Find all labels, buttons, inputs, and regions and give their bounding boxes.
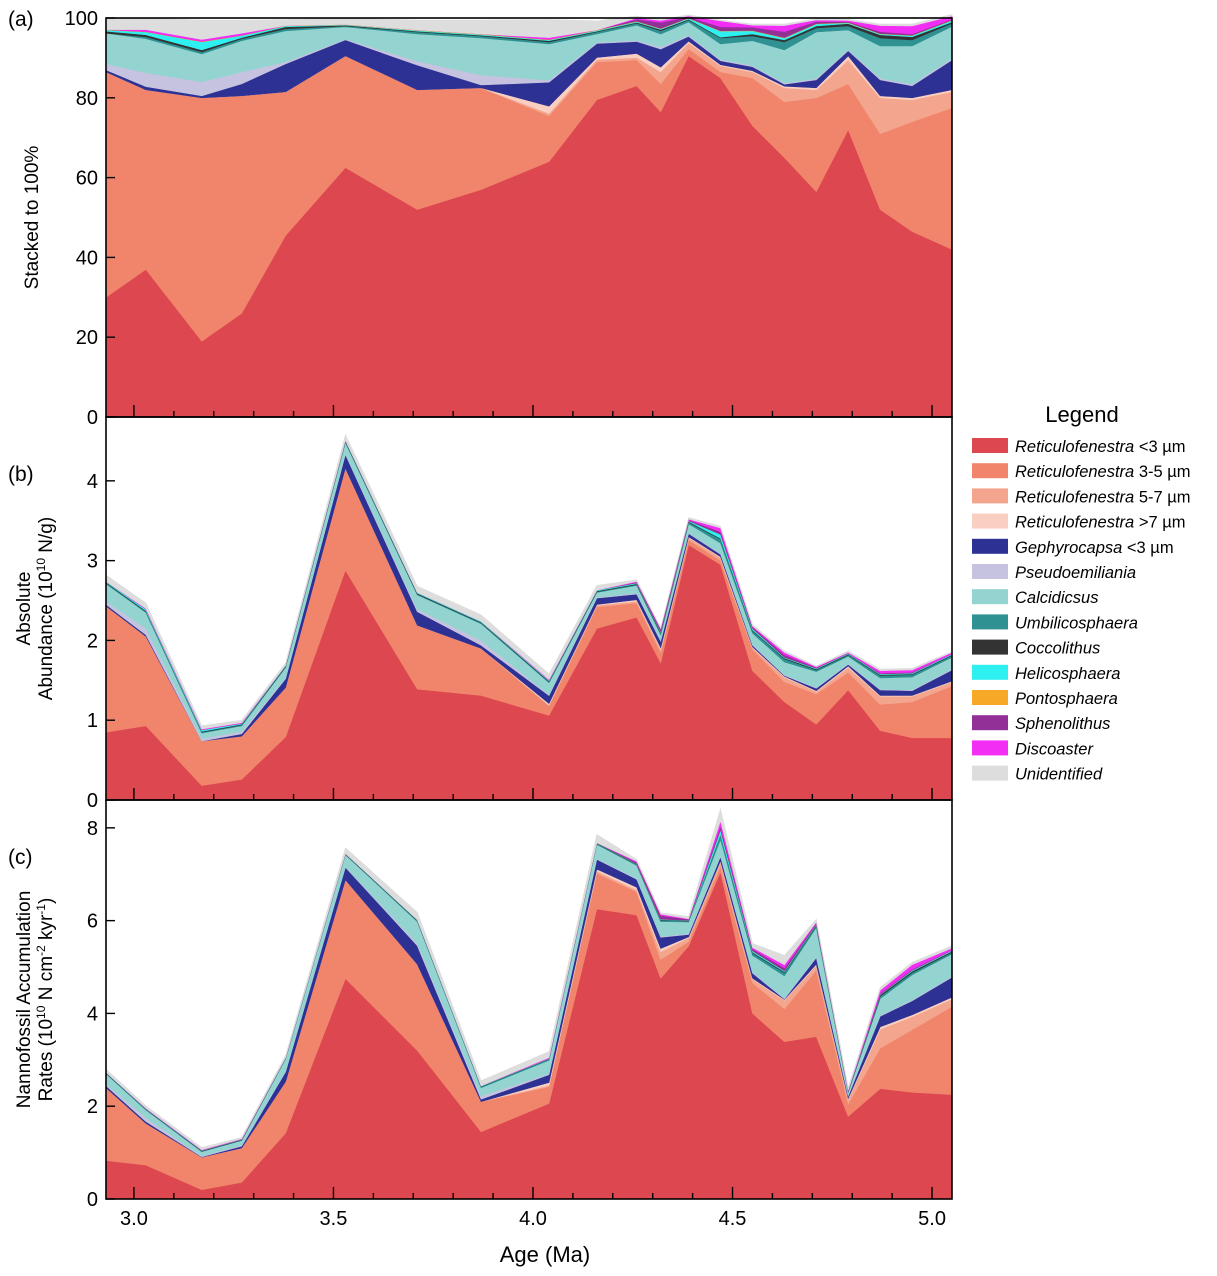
legend: Legend Reticulofenestra <3 µmReticulofen…: [972, 402, 1191, 784]
legend-label: Coccolithus: [1015, 640, 1100, 658]
legend-swatch: [972, 690, 1008, 705]
legend-swatch: [972, 589, 1008, 605]
y-tick-label: 2: [87, 1096, 98, 1118]
legend-swatch: [972, 463, 1008, 479]
y-tick-label: 4: [87, 471, 98, 493]
y-tick-label: 0: [87, 1189, 98, 1211]
panel-label: (a): [8, 8, 34, 31]
legend-label: Unidentified: [1015, 766, 1103, 784]
y-tick-label: 6: [87, 911, 98, 933]
y-tick-label: 2: [87, 630, 98, 652]
legend-label: Calcidicsus: [1015, 589, 1098, 607]
legend-swatch: [972, 438, 1008, 453]
legend-label: Gephyrocapsa <3 µm: [1015, 539, 1174, 557]
legend-label: Reticulofenestra 5-7 µm: [1015, 488, 1191, 506]
x-tick-label: 3.0: [120, 1208, 148, 1230]
y-tick-label: 80: [76, 88, 98, 110]
legend-label: Reticulofenestra >7 µm: [1015, 514, 1185, 532]
legend-swatch: [972, 664, 1008, 680]
panel-a: 0 20 40 60 80 100 (a) Stacked to 100%: [8, 8, 953, 429]
legend-label: Pontosphaera: [1015, 690, 1118, 708]
legend-label: Helicosphaera: [1015, 665, 1120, 683]
legend-swatch: [972, 715, 1008, 731]
x-tick-label: 4.0: [519, 1208, 547, 1230]
area-stack: [105, 433, 953, 801]
legend-label: Pseudoemiliania: [1015, 564, 1136, 582]
x-axis-title: Age (Ma): [500, 1242, 590, 1267]
y-tick-label: 60: [76, 168, 98, 190]
x-tick-labels: 3.0 3.5 4.0 4.5 5.0: [120, 1208, 946, 1230]
y-axis-title-line1: Absolute: [14, 572, 35, 646]
y-tick-label: 8: [87, 818, 98, 840]
legend-label: Discoaster: [1015, 740, 1094, 758]
legend-items: Reticulofenestra <3 µm Reticulofenestra 3…: [972, 438, 1191, 784]
y-tick-label: 1: [87, 710, 98, 732]
y-axis-title-line2: Rates (1010 N cm-2 kyr-1): [34, 898, 57, 1102]
panel-label: (c): [8, 846, 33, 869]
y-tick-label: 0: [87, 407, 98, 429]
legend-swatch: [972, 488, 1008, 504]
series-area-14: [105, 14, 953, 40]
legend-swatch: [972, 740, 1008, 756]
y-axis-title: Stacked to 100%: [22, 146, 43, 290]
area-stack: [105, 14, 953, 418]
plot-frame: [105, 799, 953, 1200]
area-stack: [105, 807, 953, 1200]
x-tick-label: 5.0: [918, 1208, 946, 1230]
y-tick-label: 100: [65, 8, 98, 30]
y-axis-title-line2: Abundance (1010 N/g): [34, 517, 57, 700]
x-tick-label: 3.5: [320, 1208, 348, 1230]
legend-title: Legend: [1045, 402, 1118, 427]
legend-swatch: [972, 513, 1008, 529]
panel-label: (b): [8, 463, 34, 486]
legend-label: Sphenolithus: [1015, 715, 1110, 733]
legend-swatch: [972, 564, 1008, 579]
legend-swatch: [972, 538, 1008, 554]
y-tick-label: 20: [76, 327, 98, 349]
legend-swatch: [972, 614, 1008, 630]
legend-swatch: [972, 765, 1008, 781]
legend-label: Reticulofenestra <3 µm: [1015, 438, 1185, 456]
x-tick-label: 4.5: [719, 1208, 747, 1230]
legend-label: Umbilicosphaera: [1015, 614, 1138, 632]
y-axis-title-line1: Nannofossil Accumulation: [14, 891, 35, 1109]
y-tick-label: 0: [87, 790, 98, 812]
legend-label: Reticulofenestra 3-5 µm: [1015, 463, 1191, 481]
panel-b: 0 1 2 3 4 (b) Absolute Abundance (1010 N/g): [8, 416, 953, 812]
y-tick-label: 3: [87, 551, 98, 573]
y-tick-label: 40: [76, 247, 98, 269]
legend-swatch: [972, 639, 1008, 655]
panel-c: 0 2 4 6 8 (c) Nannofossil Accumulation Rates (1…: [8, 799, 953, 1211]
y-tick-label: 4: [87, 1003, 98, 1025]
